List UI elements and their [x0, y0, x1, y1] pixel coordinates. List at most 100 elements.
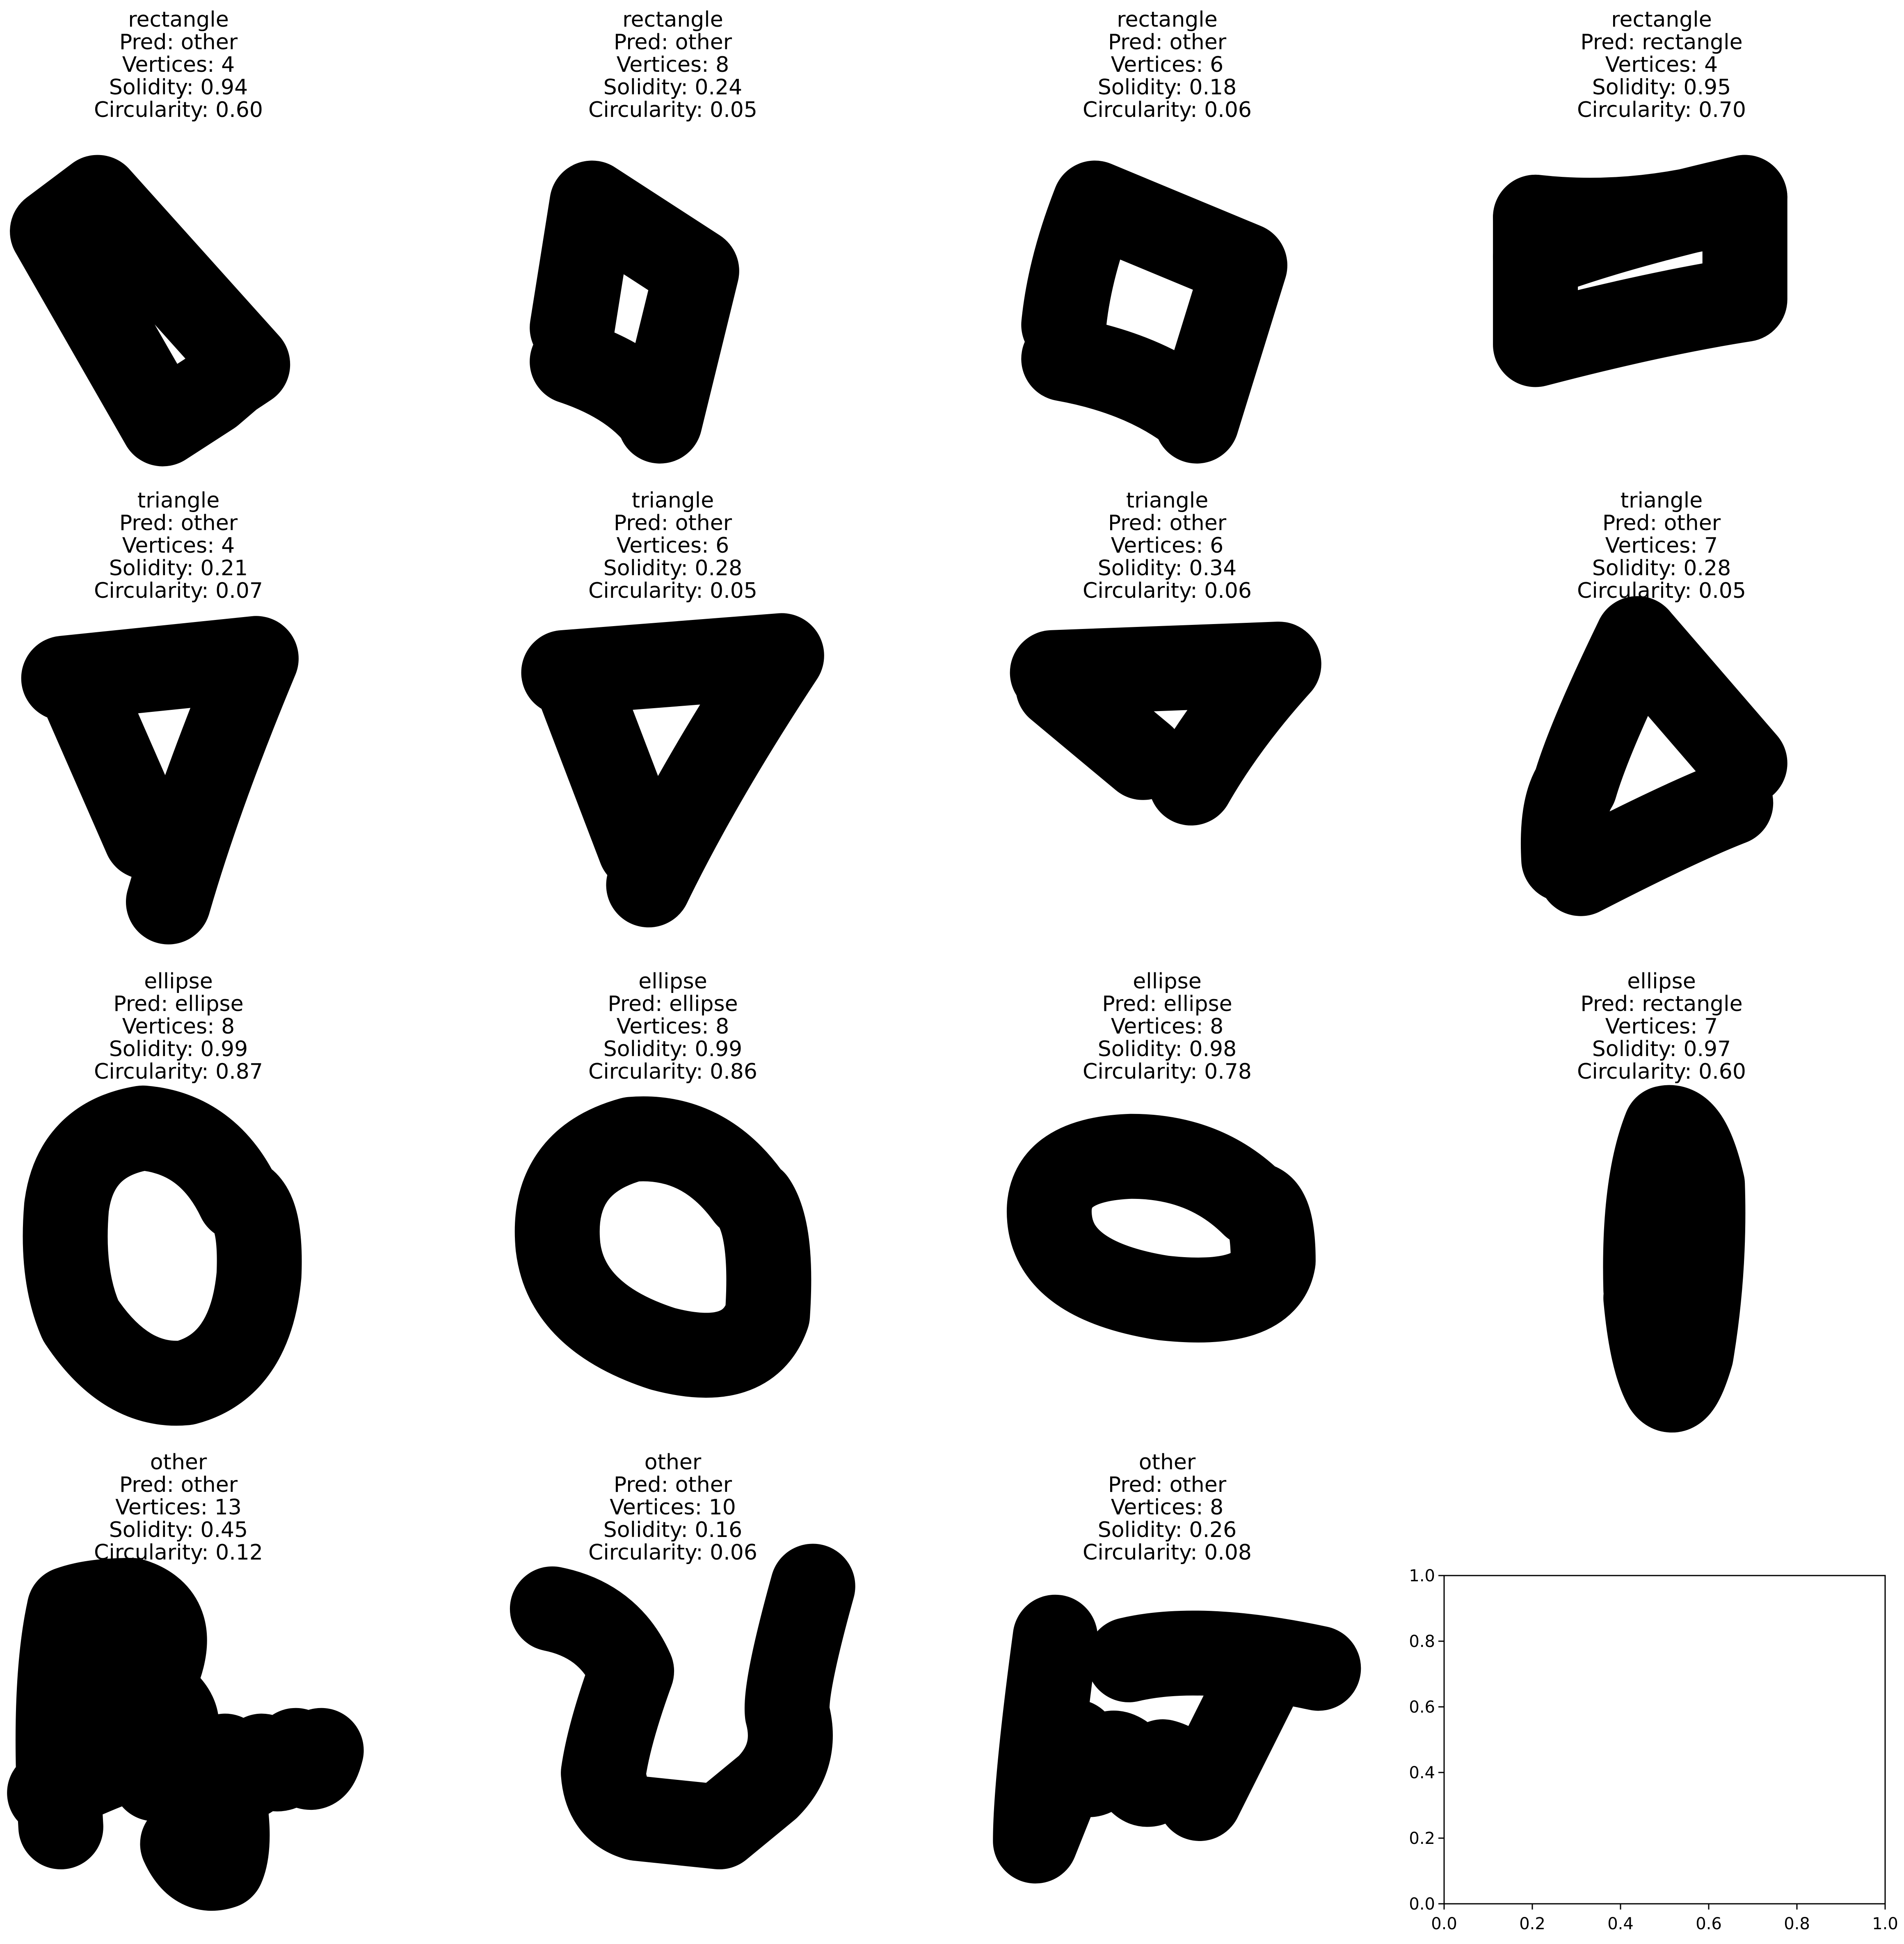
y-tick-label: 1.0: [1409, 1567, 1435, 1585]
shape-sketch: [1603, 1085, 1746, 1433]
sketch-stroke: [1021, 160, 1287, 464]
panel-title-line: Pred: other: [1602, 511, 1721, 535]
panel-title-line: Vertices: 8: [617, 1014, 729, 1039]
panel-title-line: Solidity: 0.97: [1592, 1037, 1731, 1061]
panel-title-line: Vertices: 6: [617, 533, 729, 558]
panel-title-line: other: [1139, 1450, 1196, 1475]
x-tick-label: 0.6: [1696, 1914, 1722, 1933]
panel-title-line: Circularity: 0.78: [1083, 1059, 1252, 1084]
panel-title-line: Vertices: 6: [1111, 53, 1224, 77]
sketch-stroke: [1603, 1085, 1746, 1433]
panel-title-line: Vertices: 4: [122, 53, 235, 77]
sketch-stroke: [1010, 622, 1321, 826]
panel-title-line: triangle: [1621, 488, 1703, 513]
panel-title-line: Solidity: 0.16: [603, 1518, 742, 1542]
shape-sketch: [10, 155, 290, 467]
panel-title-line: Circularity: 0.05: [588, 579, 757, 603]
panel-title-line: rectangle: [1117, 7, 1217, 32]
x-tick-label: 0.2: [1519, 1914, 1545, 1933]
panel-title-line: ellipse: [1133, 969, 1201, 994]
shape-sketch: [7, 1557, 364, 1911]
shape-sketch: [1010, 622, 1321, 826]
panel-title-line: Pred: rectangle: [1580, 992, 1742, 1016]
panel-title-line: Pred: other: [614, 1473, 732, 1497]
panel-title-line: Circularity: 0.86: [588, 1059, 757, 1084]
sketch-stroke: [538, 650, 683, 891]
panel-title-line: Solidity: 0.95: [1592, 75, 1731, 100]
panel-title-line: Circularity: 0.05: [1577, 579, 1746, 603]
y-tick-label: 0.2: [1409, 1829, 1435, 1848]
panel-title-line: Pred: other: [1108, 511, 1227, 535]
panel-title-line: Vertices: 4: [122, 533, 235, 558]
panel-title-line: ellipse: [144, 969, 213, 994]
panel-title-line: Vertices: 4: [1605, 53, 1718, 77]
panel-title-line: Vertices: 8: [617, 53, 729, 77]
panel-title-line: Solidity: 0.21: [109, 556, 248, 581]
sketch-stroke: [183, 1708, 364, 1819]
panel-title-line: Pred: other: [614, 30, 732, 55]
panel-title-line: Pred: rectangle: [1580, 30, 1742, 55]
panel-title-line: rectangle: [1611, 7, 1712, 32]
panel-title-line: Pred: ellipse: [1102, 992, 1232, 1016]
panel-title-line: Pred: other: [119, 30, 238, 55]
shape-sketch: [21, 616, 299, 945]
sketch-stroke: [1021, 316, 1237, 455]
panel-title-line: Solidity: 0.94: [109, 75, 248, 100]
panel-title-line: triangle: [632, 488, 714, 513]
panel-title-line: Circularity: 0.05: [588, 98, 757, 122]
axes-frame: [1443, 1575, 1886, 1905]
panel-title-line: Circularity: 0.60: [1577, 1059, 1746, 1084]
panel-title-line: Solidity: 0.24: [603, 75, 742, 100]
sketch-stroke: [1493, 155, 1787, 300]
y-tick-label: 0.4: [1409, 1763, 1435, 1782]
sketch-stroke: [1538, 760, 1774, 916]
sketch-stroke: [1520, 596, 1680, 902]
y-tick-label: 0.0: [1409, 1895, 1435, 1914]
y-tick-label: 0.6: [1409, 1698, 1435, 1717]
sketch-stroke: [1007, 1114, 1316, 1343]
panel-title-line: Vertices: 10: [610, 1495, 736, 1520]
sketch-stroke: [510, 1544, 855, 1870]
panel-title-line: Vertices: 6: [1111, 533, 1224, 558]
panel-title-line: Circularity: 0.70: [1577, 98, 1746, 122]
sketch-stroke: [1015, 644, 1186, 800]
empty-axes: 0.0 0.2 0.4 0.6 0.8 1.0 0.0 0.2 0.4 0.6 0.8 1.0: [1409, 1567, 1898, 1933]
panel-title-line: other: [645, 1450, 702, 1475]
panel-title-line: Circularity: 0.87: [94, 1059, 263, 1084]
y-tick-label: 0.8: [1409, 1632, 1435, 1651]
panel-title-line: Pred: other: [119, 1473, 238, 1497]
sketch-stroke: [1086, 1610, 1361, 1711]
shape-sketch: [521, 613, 824, 928]
x-tick-label: 0.8: [1784, 1914, 1810, 1933]
shape-sketch: [1493, 155, 1787, 387]
sketch-stroke: [10, 155, 290, 467]
panel-title-line: Vertices: 13: [115, 1495, 242, 1520]
sketch-stroke: [1595, 596, 1787, 806]
sketch-stroke: [514, 1096, 811, 1398]
panel-title-line: rectangle: [128, 7, 229, 32]
panel-title-line: triangle: [137, 488, 219, 513]
shape-sketch: [1007, 1114, 1316, 1343]
panel-title-line: Pred: ellipse: [608, 992, 738, 1016]
shape-sketch: [23, 1085, 302, 1426]
panel-title-line: Solidity: 0.28: [1592, 556, 1731, 581]
